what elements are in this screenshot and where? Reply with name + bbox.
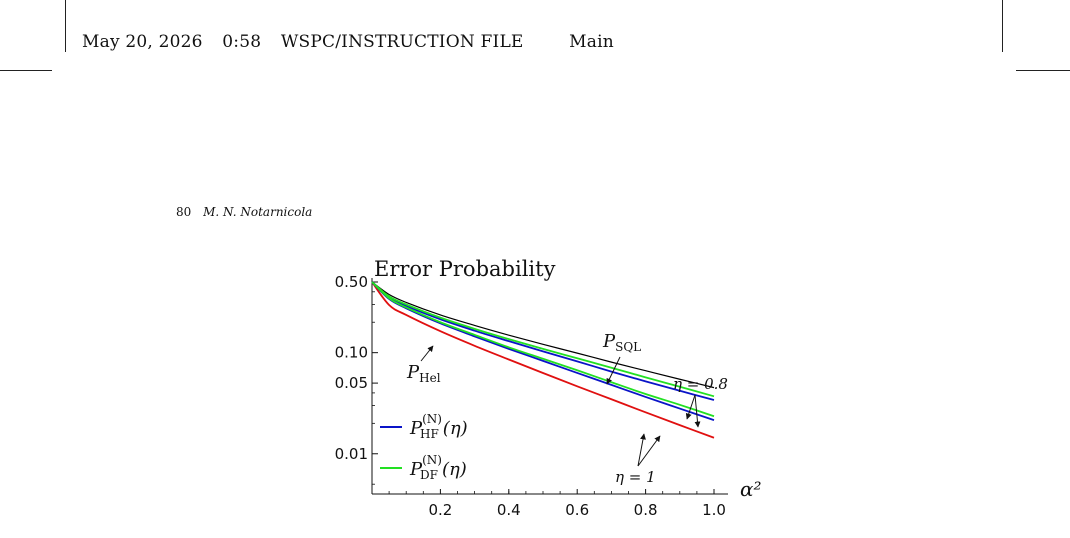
chart-series: [371, 281, 715, 439]
legend-label-hf: P(N) HF (η): [409, 412, 468, 441]
crop-mark-left: [65, 0, 66, 52]
annotation-p-sql: PSQL: [602, 331, 641, 354]
annotation-eta-08: η = 0.8: [673, 375, 728, 393]
annotation-arrow-eta1-b: [637, 435, 661, 467]
crop-mark-right: [1002, 0, 1003, 52]
chart-legend: P(N) HF (η) P(N) DF (η): [380, 412, 468, 482]
annotation-p-hel: PHel: [406, 362, 441, 385]
series-line-hf-eta08: [371, 281, 715, 401]
x-tick-label: 1.0: [702, 501, 726, 519]
running-head-date: May 20, 2026: [82, 32, 203, 52]
running-head-file-name: Main: [569, 32, 614, 52]
crop-mark-top-right: [1016, 70, 1070, 71]
x-tick-label: 0.4: [497, 501, 521, 519]
author-name: M. N. Notarnicola: [203, 205, 313, 219]
chart-annotations: PSQL PHel η = 0.8 η = 1: [406, 331, 728, 486]
annotation-arrow-eta1-a: [637, 433, 646, 467]
chart-axes: 0.2 0.4 0.6 0.8 1.0 0.50 0.10 0.05 0.01 α²: [335, 273, 762, 519]
x-tick-label: 0.6: [565, 501, 589, 519]
annotation-arrow-hel: [420, 345, 434, 362]
y-tick-label: 0.50: [335, 273, 368, 291]
series-line-df-eta1: [371, 281, 715, 418]
page-number: 80: [176, 205, 192, 219]
page-header: 80 M. N. Notarnicola: [176, 205, 312, 219]
x-tick-label: 0.8: [634, 501, 658, 519]
running-head-file-label: WSPC/INSTRUCTION FILE: [280, 32, 524, 52]
y-tick-label: 0.01: [335, 445, 368, 463]
annotation-arrow-eta08-b: [694, 394, 701, 428]
annotation-eta-1: η = 1: [615, 468, 656, 486]
series-line-df-eta08: [371, 281, 715, 398]
x-axis-label: α²: [740, 477, 762, 501]
annotation-arrow-sql: [606, 356, 621, 385]
crop-mark-top-left: [0, 70, 52, 71]
legend-label-df: P(N) DF (η): [409, 453, 467, 482]
series-line-sql: [371, 281, 715, 389]
y-tick-label: 0.05: [335, 374, 368, 392]
annotation-arrow-eta08-a: [685, 394, 696, 420]
chart-title: Error Probability: [374, 257, 556, 281]
running-head-time: 0:58: [222, 32, 262, 52]
series-line-hel: [371, 281, 715, 439]
x-tick-label: 0.2: [428, 501, 452, 519]
y-tick-label: 0.10: [335, 344, 368, 362]
running-head: May 20, 2026 0:58 WSPC/INSTRUCTION FILE …: [82, 32, 614, 52]
